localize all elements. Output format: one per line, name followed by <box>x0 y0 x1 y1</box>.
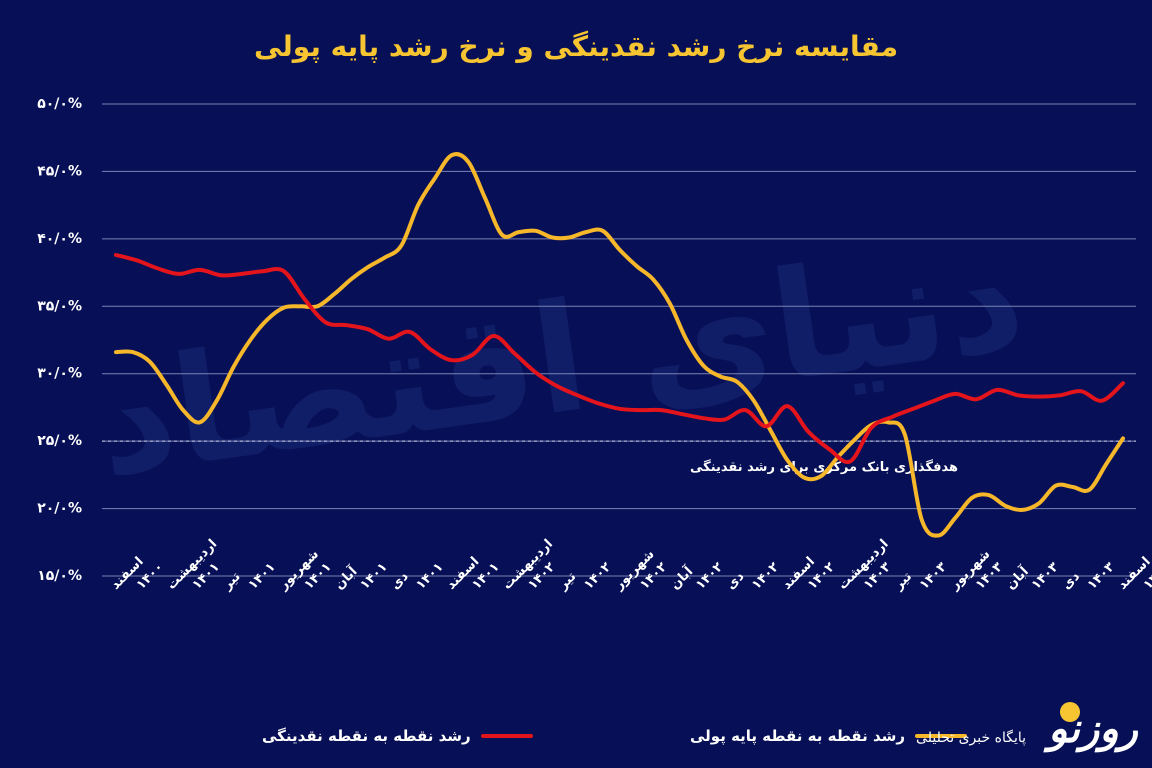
y-tick-label: ۴۰/۰% <box>37 231 82 247</box>
y-tick-label: ۲۵/۰% <box>37 433 82 449</box>
y-axis-ticks: ۱۵/۰% ۲۰/۰% ۲۵/۰% ۳۰/۰% ۳۵/۰% ۴۰/۰% ۴۵/۰% ۵۰/۰% <box>37 96 82 584</box>
x-tick-month: دی <box>388 569 412 593</box>
legend-money-swatch <box>480 734 533 738</box>
series-lines <box>114 152 1125 538</box>
x-tick-month: تیر <box>891 569 915 593</box>
legend-base-swatch <box>915 734 968 738</box>
legend-money: رشد نقطه به نقطه نقدینگی <box>262 722 533 750</box>
brand-dot-icon <box>1060 702 1080 722</box>
brand: روزنو پایگاه خبری تحلیلی <box>848 700 1138 760</box>
legend-money-label: رشد نقطه به نقطه نقدینگی <box>262 727 471 745</box>
y-tick-label: ۳۵/۰% <box>37 298 82 314</box>
x-tick-month: آبان <box>1002 563 1032 593</box>
x-tick-label: تیر ۱۴۰۲ <box>555 560 614 594</box>
x-tick-month: آبان <box>331 563 361 593</box>
x-tick-month: دی <box>724 569 748 593</box>
legend-base-label: رشد نقطه به نقطه پایه پولی <box>690 727 906 745</box>
series-line-monetary-base-growth <box>114 152 1125 538</box>
y-tick-label: ۱۵/۰% <box>37 568 82 584</box>
brand-logo: روزنو <box>1048 706 1138 752</box>
y-tick-label: ۳۰/۰% <box>37 366 82 382</box>
series-line-money-growth <box>114 253 1125 465</box>
x-tick-label: تیر ۱۴۰۱ <box>219 560 278 594</box>
grid-lines <box>102 103 1136 577</box>
x-tick-year: ۱۴۰۳ <box>1141 560 1152 593</box>
y-tick-label: ۴۵/۰% <box>37 163 82 179</box>
y-tick-label: ۲۰/۰% <box>37 501 82 517</box>
x-tick-label: تیر ۱۴۰۳ <box>891 560 950 594</box>
target-line-group: هدفگذاری بانک مرکزی برای رشد نقدینگی <box>102 440 1136 475</box>
x-tick-month: تیر <box>555 569 579 593</box>
x-tick-month: دی <box>1059 569 1083 593</box>
y-tick-label: ۵۰/۰% <box>37 96 82 112</box>
legend-base: رشد نقطه به نقطه پایه پولی <box>690 722 968 750</box>
x-tick-month: تیر <box>219 569 243 593</box>
x-tick-month: آبان <box>666 563 696 593</box>
chart-title: مقایسه نرخ رشد نقدینگی و نرخ رشد پایه پو… <box>253 30 899 63</box>
brand-tagline: پایگاه خبری تحلیلی <box>916 730 1026 746</box>
target-annotation: هدفگذاری بانک مرکزی برای رشد نقدینگی <box>690 459 958 475</box>
